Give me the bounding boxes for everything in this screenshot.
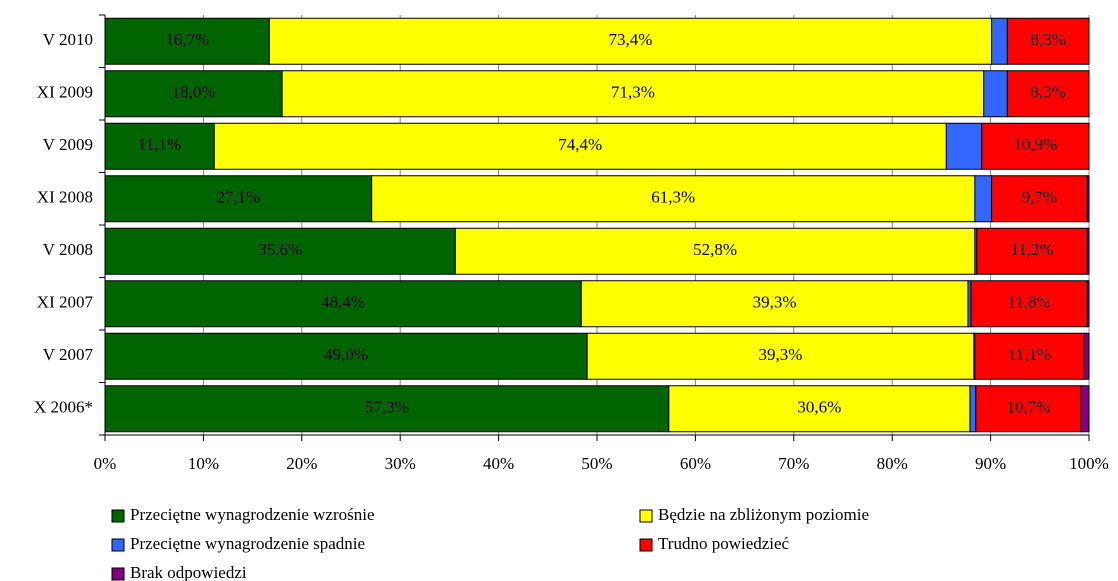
bar-segment bbox=[1083, 332, 1090, 380]
bar-segment bbox=[976, 227, 1088, 275]
legend-label: Przeciętne wynagrodzenie wzrośnie bbox=[130, 505, 375, 524]
bar-segment bbox=[1080, 385, 1090, 433]
data-label: 16,7% bbox=[165, 30, 209, 49]
y-tick-label: V 2008 bbox=[43, 240, 93, 259]
data-label: 71,3% bbox=[611, 83, 655, 102]
legend-swatch bbox=[639, 538, 653, 552]
x-tick-label: 0% bbox=[94, 454, 117, 473]
bar-segment bbox=[580, 280, 969, 328]
data-label: 48,4% bbox=[321, 293, 365, 312]
bar-segment bbox=[213, 122, 947, 170]
bar-segment bbox=[1006, 70, 1090, 118]
data-label: 30,6% bbox=[797, 398, 841, 417]
data-label: 10,9% bbox=[1013, 135, 1057, 154]
bar-segment bbox=[983, 70, 1008, 118]
data-label: 52,8% bbox=[693, 240, 737, 259]
data-label: 8,3% bbox=[1030, 30, 1065, 49]
bar-segment bbox=[1086, 175, 1090, 223]
legend-label: Przeciętne wynagrodzenie spadnie bbox=[130, 534, 365, 553]
bar-segment bbox=[104, 175, 373, 223]
data-label: 10,7% bbox=[1007, 398, 1051, 417]
bar-segment bbox=[668, 385, 971, 433]
data-label: 73,4% bbox=[608, 30, 652, 49]
x-tick-label: 70% bbox=[778, 454, 809, 473]
bar-segment bbox=[945, 122, 983, 170]
bar-segment bbox=[586, 332, 975, 380]
data-label: 11,1% bbox=[1008, 345, 1051, 364]
x-tick-label: 10% bbox=[188, 454, 219, 473]
data-label: 49,0% bbox=[324, 345, 368, 364]
bar-segment bbox=[104, 332, 588, 380]
legend-label: Brak odpowiedzi bbox=[130, 563, 247, 581]
data-label: 35,6% bbox=[258, 240, 302, 259]
y-tick-label: X 2006* bbox=[34, 398, 93, 417]
data-label: 9,7% bbox=[1022, 188, 1057, 207]
data-label: 11,8% bbox=[1007, 293, 1050, 312]
x-tick-label: 90% bbox=[975, 454, 1006, 473]
y-tick-label: XI 2009 bbox=[37, 83, 93, 102]
x-tick-label: 40% bbox=[483, 454, 514, 473]
x-tick-label: 50% bbox=[581, 454, 612, 473]
legend-swatch bbox=[639, 509, 653, 523]
bar-segment bbox=[1086, 227, 1090, 275]
y-tick-label: XI 2007 bbox=[37, 293, 94, 312]
bar-segment bbox=[1086, 280, 1090, 328]
bar-segment bbox=[974, 175, 993, 223]
y-tick-label: V 2009 bbox=[43, 135, 93, 154]
data-label: 18,0% bbox=[172, 83, 216, 102]
x-tick-label: 30% bbox=[385, 454, 416, 473]
data-label: 27,1% bbox=[216, 188, 260, 207]
bar-segment bbox=[104, 122, 215, 170]
x-tick-label: 100% bbox=[1069, 454, 1109, 473]
legend-label: Będzie na zbliżonym poziomie bbox=[658, 505, 869, 524]
x-tick-label: 80% bbox=[877, 454, 908, 473]
y-tick-label: V 2010 bbox=[43, 30, 93, 49]
data-label: 8,3% bbox=[1030, 83, 1065, 102]
x-tick-label: 60% bbox=[680, 454, 711, 473]
bar-segment bbox=[975, 385, 1082, 433]
y-tick-label: V 2007 bbox=[43, 345, 94, 364]
legend-label: Trudno powiedzieć bbox=[658, 534, 790, 553]
bar-segment bbox=[454, 227, 976, 275]
bar-segment bbox=[281, 70, 985, 118]
data-label: 61,3% bbox=[651, 188, 695, 207]
data-label: 11,1% bbox=[138, 135, 181, 154]
data-label: 39,3% bbox=[753, 293, 797, 312]
bar-segment bbox=[104, 227, 456, 275]
data-label: 74,4% bbox=[558, 135, 602, 154]
data-label: 57,3% bbox=[365, 398, 409, 417]
bar-segment bbox=[969, 385, 977, 433]
legend-swatch bbox=[111, 509, 125, 523]
legend-swatch bbox=[111, 567, 125, 581]
bar-segment bbox=[991, 17, 1008, 65]
bar-segment bbox=[981, 122, 1090, 170]
data-label: 39,3% bbox=[759, 345, 803, 364]
x-tick-label: 20% bbox=[286, 454, 317, 473]
legend-swatch bbox=[111, 538, 125, 552]
y-tick-label: XI 2008 bbox=[37, 188, 93, 207]
bar-segment bbox=[371, 175, 976, 223]
bar-segment bbox=[1006, 17, 1090, 65]
bar-segment bbox=[974, 332, 1085, 380]
data-label: 11,2% bbox=[1010, 240, 1053, 259]
